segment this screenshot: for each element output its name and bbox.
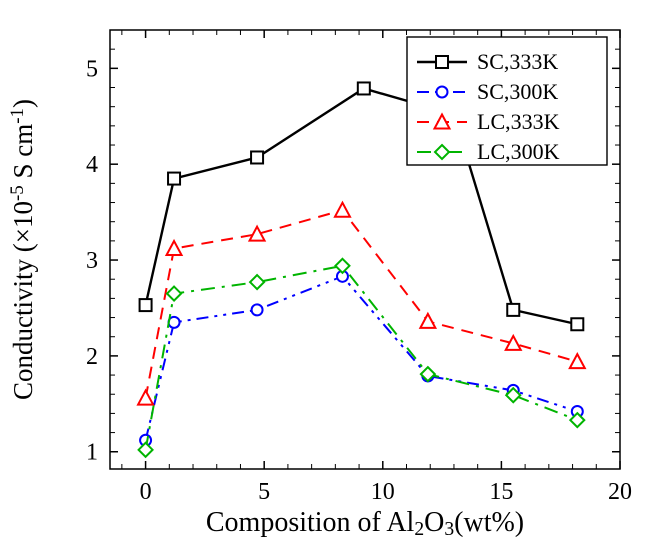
legend-label: SC,300K [477,79,558,104]
marker [507,304,519,316]
x-axis-label: Composition of Al2O3(wt%) [206,507,524,540]
x-tick-label: 15 [489,479,513,505]
y-tick-label: 4 [86,152,98,178]
y-tick-label: 3 [86,248,98,274]
marker [168,173,180,185]
conductivity-chart: 0510152012345Composition of Al2O3(wt%)Co… [0,0,650,559]
marker [251,151,263,163]
marker [571,318,583,330]
x-tick-label: 20 [608,479,632,505]
marker [436,56,448,68]
legend-label: LC,333K [477,109,560,134]
y-tick-label: 5 [86,56,98,82]
x-tick-label: 10 [371,479,395,505]
y-axis-label: Conductivity (×10-5 S cm-1) [7,99,38,400]
marker [140,299,152,311]
y-tick-label: 2 [86,344,98,370]
x-tick-label: 0 [140,479,152,505]
marker [437,87,448,98]
legend-label: LC,300K [477,139,560,164]
chart-container: 0510152012345Composition of Al2O3(wt%)Co… [0,0,650,559]
marker [252,304,263,315]
y-tick-label: 1 [86,440,98,466]
legend: SC,333K SC,300K LC,333K LC,300K [407,37,607,165]
legend-label: SC,333K [477,49,558,74]
x-tick-label: 5 [258,479,270,505]
marker [358,82,370,94]
